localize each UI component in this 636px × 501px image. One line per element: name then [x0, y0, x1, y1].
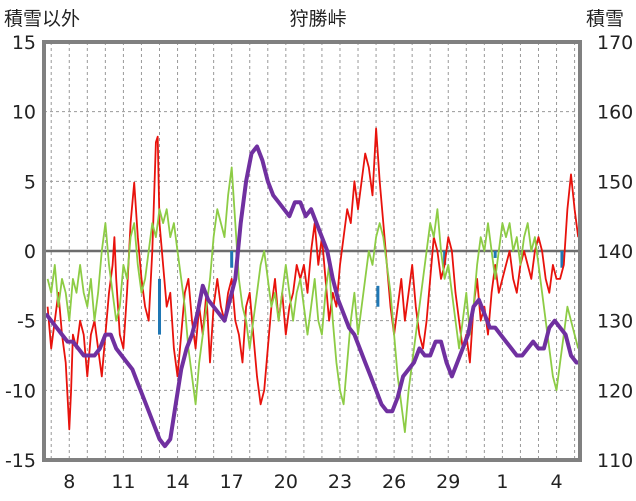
x-tick-label: 11	[111, 471, 135, 493]
left-tick-label: 5	[24, 171, 36, 193]
right-tick-label: 140	[597, 241, 633, 263]
blue-bar	[560, 251, 564, 268]
plot-frame	[42, 40, 582, 462]
right-tick-label: 130	[597, 311, 633, 333]
blue-bar	[376, 285, 380, 307]
right-axis-label: 積雪	[586, 8, 624, 30]
x-tick-label: 4	[550, 471, 562, 493]
x-tick-label: 26	[382, 471, 406, 493]
x-tick-label: 1	[496, 471, 508, 493]
left-tick-label: -15	[5, 450, 36, 472]
left-tick-label: -10	[5, 380, 36, 402]
x-tick-label: 14	[165, 471, 189, 493]
left-tick-label: 0	[24, 241, 36, 263]
left-axis-label: 積雪以外	[4, 8, 80, 30]
right-tick-label: 150	[597, 171, 633, 193]
x-tick-label: 8	[63, 471, 75, 493]
x-tick-label: 23	[328, 471, 352, 493]
blue-bar	[158, 278, 162, 335]
right-tick-label: 120	[597, 380, 633, 402]
x-tick-label: 29	[436, 471, 460, 493]
right-tick-label: 110	[597, 450, 633, 472]
x-tick-label: 20	[274, 471, 298, 493]
purple-series-line	[44, 144, 580, 449]
chart-title: 狩勝峠	[289, 8, 346, 30]
right-tick-label: 170	[597, 32, 633, 54]
left-tick-label: 10	[12, 102, 36, 124]
left-tick-label: 15	[12, 32, 36, 54]
red-series-line	[46, 127, 580, 431]
blue-bar	[230, 251, 234, 268]
green-series-line	[46, 166, 580, 434]
right-tick-label: 160	[597, 102, 633, 124]
left-tick-label: -5	[17, 311, 36, 333]
series-layer	[44, 127, 580, 449]
x-tick-label: 17	[220, 471, 244, 493]
blue-bar	[493, 251, 497, 258]
